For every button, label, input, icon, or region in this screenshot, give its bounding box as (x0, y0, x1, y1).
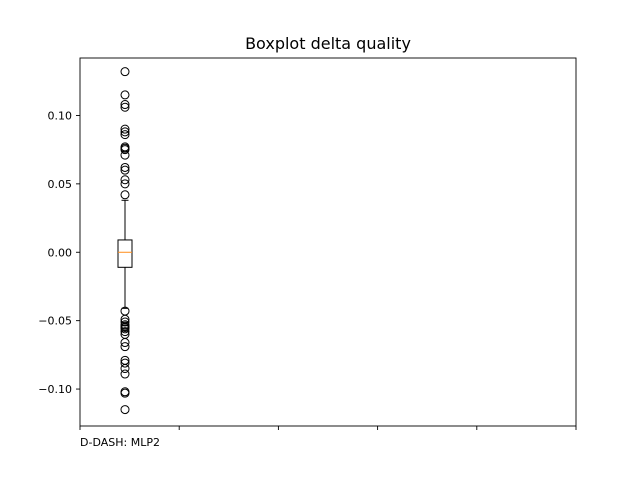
outlier-point (120, 67, 130, 77)
y-tick-label: −0.05 (38, 315, 72, 328)
plot-area (117, 67, 133, 415)
outlier-point (120, 369, 130, 379)
outlier-point (120, 165, 130, 175)
outlier-point (120, 342, 130, 352)
outlier-point (120, 100, 130, 110)
chart-title: Boxplot delta quality (245, 34, 411, 53)
outlier-point (120, 327, 130, 337)
y-tick-label: −0.10 (38, 383, 72, 396)
outlier-point (120, 358, 130, 368)
outlier-point (120, 190, 130, 200)
outlier-point (120, 175, 130, 185)
outlier-point (120, 124, 130, 134)
outlier-point (120, 338, 130, 348)
outlier-point (120, 364, 130, 374)
outlier-point (120, 405, 130, 415)
outlier-point (120, 102, 130, 112)
outlier-point (120, 179, 130, 189)
x-axis: D-DASH: MLP2 (79, 426, 577, 449)
y-tick-label: 0.05 (48, 178, 73, 191)
outlier-point (120, 145, 130, 155)
outlier-point (120, 162, 130, 172)
y-tick-label: 0.10 (48, 109, 73, 122)
x-tick-label: D-DASH: MLP2 (80, 436, 160, 449)
box-iqr (117, 239, 133, 268)
outlier-point (120, 317, 130, 327)
box-group (117, 67, 133, 415)
y-tick-label: 0.00 (48, 246, 73, 259)
outlier-point (120, 90, 130, 100)
axes-frame (79, 57, 577, 427)
outlier-point (120, 127, 130, 137)
outlier-point (120, 324, 130, 334)
y-axis: −0.10 −0.05 0.00 0.05 0.10 (38, 109, 80, 396)
outlier-point (120, 150, 130, 160)
outlier-point (120, 130, 130, 140)
outlier-point (120, 388, 130, 398)
